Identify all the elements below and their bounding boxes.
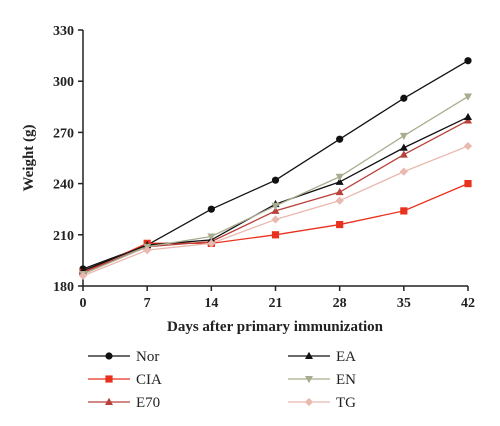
y-tick-label: 300: [53, 75, 74, 90]
legend-item-nor: Nor: [88, 349, 159, 365]
data-point-nor: [336, 135, 344, 143]
legend-item-tg: TG: [288, 395, 356, 411]
x-tick-label: 35: [397, 296, 411, 311]
data-point-nor: [207, 205, 215, 213]
data-point-en: [271, 202, 280, 210]
x-axis-title: Days after primary immunization: [167, 319, 384, 335]
data-point-en: [464, 93, 472, 101]
data-point-ea: [335, 177, 344, 185]
x-tick-label: 14: [204, 296, 218, 311]
x-tick-label: 28: [333, 296, 347, 311]
legend-marker-cia: [105, 375, 113, 383]
data-point-ea: [399, 143, 408, 151]
series-layer: [78, 57, 473, 280]
y-tick-label: 330: [53, 24, 74, 39]
x-tick-label: 42: [461, 296, 475, 311]
series-en: [79, 93, 472, 279]
series-line-ea: [82, 116, 469, 272]
series-nor: [79, 57, 472, 273]
series-tg: [78, 141, 473, 280]
series-cia: [79, 180, 472, 276]
legend-label: CIA: [136, 372, 162, 388]
x-tick-label: 0: [80, 296, 87, 311]
data-point-tg: [207, 239, 216, 248]
data-point-en: [207, 233, 216, 241]
legend-item-e70: E70: [88, 395, 160, 411]
legend-marker-nor: [105, 352, 113, 360]
data-point-ea: [464, 112, 472, 121]
data-point-e70: [335, 187, 344, 196]
data-point-tg: [463, 141, 473, 151]
legend-label: EA: [336, 349, 356, 365]
data-point-nor: [464, 57, 472, 65]
legend-marker-e70: [105, 397, 113, 405]
data-point-nor: [400, 94, 408, 102]
x-tick-label: 21: [269, 296, 283, 311]
data-point-en: [399, 132, 408, 141]
legend-label: EN: [336, 372, 356, 388]
y-tick-label: 180: [53, 280, 74, 295]
data-point-e70: [399, 150, 408, 158]
legend: Nor CIA E70 EA EN TG: [88, 349, 356, 411]
legend-label: Nor: [136, 349, 159, 365]
legend-item-en: EN: [288, 372, 356, 388]
data-point-cia: [336, 220, 344, 229]
data-point-tg: [399, 167, 408, 176]
data-point-en: [335, 173, 344, 181]
data-point-tg: [271, 215, 280, 224]
data-point-tg: [335, 196, 344, 205]
series-line-cia: [82, 183, 469, 273]
x-tick-label: 7: [144, 296, 151, 311]
legend-marker-en: [305, 376, 313, 384]
ticks: 180 210 240 270 300 330 0 7 14 21 28 35 42: [53, 24, 475, 311]
y-tick-label: 240: [53, 178, 74, 193]
legend-marker-tg: [304, 397, 314, 407]
data-point-cia: [400, 207, 408, 215]
data-point-tg: [78, 271, 88, 280]
data-point-nor: [271, 176, 280, 184]
series-ea: [79, 112, 472, 274]
data-point-e70: [271, 206, 280, 214]
legend-marker-ea: [305, 351, 313, 359]
data-point-tg: [143, 246, 152, 255]
series-e70: [79, 116, 472, 276]
data-point-cia: [464, 180, 472, 188]
y-axis-title: Weight (g): [21, 124, 37, 191]
legend-item-cia: CIA: [88, 372, 162, 388]
legend-item-ea: EA: [288, 349, 356, 365]
y-tick-label: 210: [53, 229, 74, 244]
legend-label: E70: [136, 395, 160, 411]
data-point-cia: [271, 231, 280, 239]
legend-label: TG: [336, 395, 356, 411]
y-tick-label: 270: [53, 126, 74, 141]
